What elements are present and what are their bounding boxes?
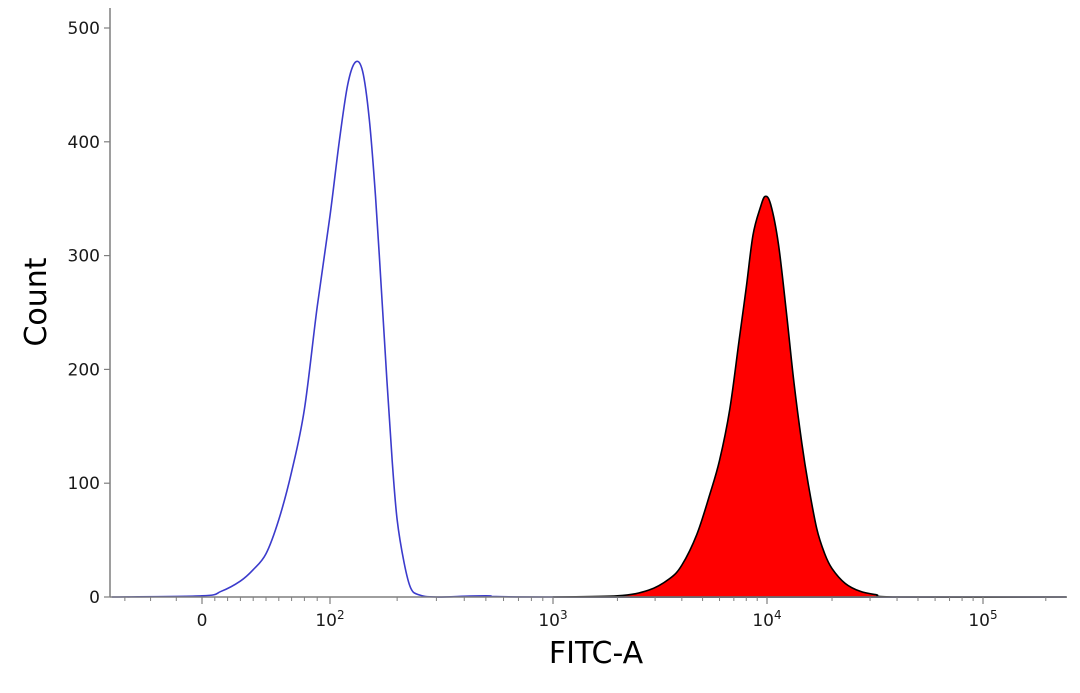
axes	[109, 8, 1066, 598]
x-tick-label: 104	[752, 608, 781, 631]
x-ticks: 0 102 103 104 105	[124, 597, 1047, 631]
y-axis-title: Count	[19, 257, 54, 346]
histogram-series-stained	[552, 195, 1067, 598]
x-tick-label: 0	[197, 611, 208, 631]
plot-area	[111, 60, 1067, 598]
y-tick-label: 500	[68, 19, 100, 39]
y-tick-label: 0	[89, 588, 100, 608]
y-tick-label: 100	[68, 474, 100, 494]
x-tick-label: 102	[315, 608, 344, 631]
y-tick-label: 300	[68, 247, 100, 267]
x-axis-title: FITC-A	[549, 636, 644, 671]
y-ticks: 0 100 200 300 400 500	[68, 19, 110, 608]
histogram-series-unstained	[111, 60, 1067, 598]
x-tick-label: 105	[968, 608, 997, 631]
y-tick-label: 200	[68, 360, 100, 380]
x-tick-label: 103	[538, 608, 567, 631]
y-tick-label: 400	[68, 133, 100, 153]
